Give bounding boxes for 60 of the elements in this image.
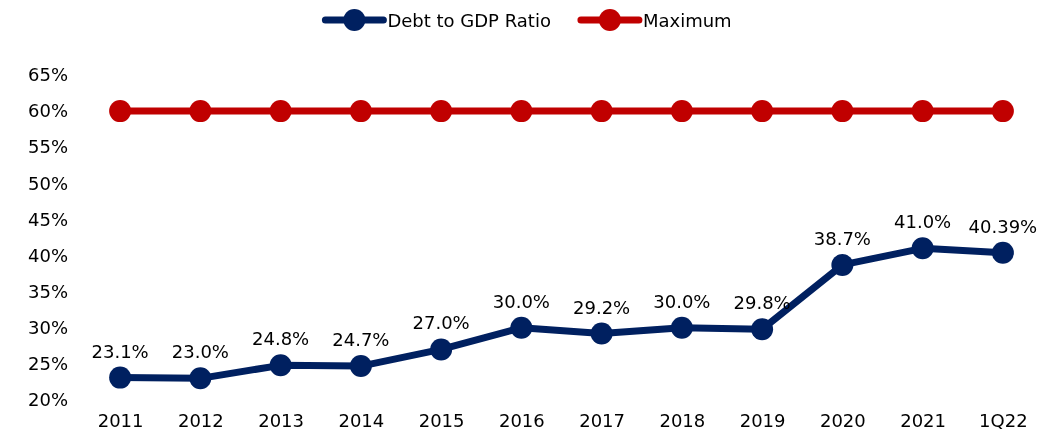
point <box>751 100 774 123</box>
point <box>349 355 372 378</box>
point <box>991 100 1014 123</box>
data-label: 40.39% <box>968 215 1038 237</box>
y-tick-label: 55% <box>27 136 68 158</box>
point <box>590 322 613 345</box>
x-tick-label: 1Q22 <box>979 409 1028 431</box>
point <box>911 237 934 260</box>
x-tick-label: 2020 <box>819 409 866 431</box>
point <box>189 367 212 390</box>
x-tick-label: 2012 <box>177 409 224 431</box>
data-label: 29.8% <box>733 292 791 314</box>
data-label: 23.1% <box>91 340 149 362</box>
point <box>269 354 292 377</box>
point <box>189 100 212 123</box>
x-tick-label: 2015 <box>418 409 465 431</box>
x-tick-label: 2019 <box>739 409 786 431</box>
point <box>991 241 1014 264</box>
point <box>510 100 533 123</box>
y-tick-label: 65% <box>27 64 68 86</box>
point <box>670 316 693 339</box>
data-label: 29.2% <box>573 296 631 318</box>
point <box>430 338 453 361</box>
point <box>670 100 693 123</box>
data-label: 24.7% <box>332 329 390 351</box>
data-label: 30.0% <box>492 290 550 312</box>
point <box>349 100 372 123</box>
data-label: 24.8% <box>252 328 310 350</box>
y-tick-label: 35% <box>27 280 68 302</box>
y-tick-label: 25% <box>27 353 68 375</box>
data-label: 30.0% <box>653 290 711 312</box>
legend-label: Maximum <box>642 10 732 31</box>
point <box>109 100 132 123</box>
y-tick-label: 45% <box>27 208 68 230</box>
x-tick-label: 2021 <box>900 409 947 431</box>
y-tick-label: 40% <box>27 244 68 266</box>
x-tick-label: 2011 <box>97 409 144 431</box>
x-tick-label: 2018 <box>659 409 706 431</box>
point <box>510 316 533 339</box>
data-label: 41.0% <box>894 211 952 233</box>
point <box>430 100 453 123</box>
x-tick-label: 2013 <box>258 409 305 431</box>
y-tick-label: 20% <box>27 389 68 411</box>
point <box>831 253 854 276</box>
x-tick-label: 2017 <box>579 409 626 431</box>
legend-label: Debt to GDP Ratio <box>387 10 551 31</box>
data-label: 23.0% <box>171 341 229 363</box>
point <box>911 100 934 123</box>
point <box>751 318 774 341</box>
x-tick-label: 2014 <box>338 409 385 431</box>
y-tick-label: 50% <box>27 172 68 194</box>
data-label: 27.0% <box>412 312 470 334</box>
point <box>831 100 854 123</box>
y-tick-label: 30% <box>27 317 68 339</box>
y-tick-label: 60% <box>27 100 68 122</box>
point <box>269 100 292 123</box>
point <box>590 100 613 123</box>
x-tick-label: 2016 <box>498 409 545 431</box>
data-label: 38.7% <box>813 227 871 249</box>
point <box>109 366 132 389</box>
